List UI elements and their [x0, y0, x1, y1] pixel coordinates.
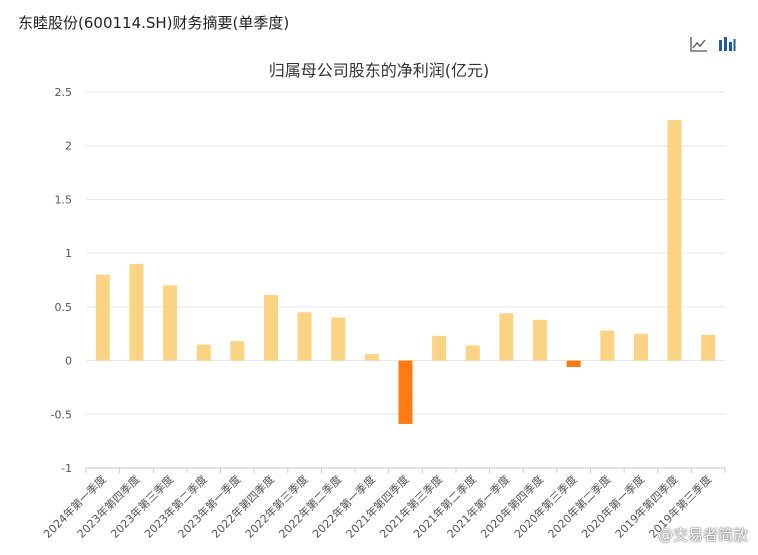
bar[interactable]	[499, 313, 514, 361]
bar[interactable]	[95, 274, 110, 361]
grid-lines	[86, 91, 725, 469]
bar[interactable]	[163, 285, 178, 361]
y-tick-label: 0.5	[55, 301, 73, 314]
y-axis-ticks: -1 -0.5 0 0.5 1 1.5 2 2.5	[51, 86, 72, 475]
page-title: 东睦股份(600114.SH)财务摘要(单季度)	[18, 14, 290, 32]
chart-area: 归属母公司股东的净利润(亿元) -1 -0.5 0 0.5 1 1.5 2 2.5 2024年…	[0, 50, 758, 551]
bar[interactable]	[667, 119, 682, 361]
bar[interactable]	[398, 360, 413, 424]
y-tick-label: 1	[65, 247, 72, 260]
bar-chart-icon[interactable]	[718, 36, 736, 52]
y-tick-label: -1	[61, 462, 72, 475]
y-tick-label: 1.5	[55, 193, 73, 206]
y-tick-label: 2.5	[55, 86, 73, 99]
bar[interactable]	[566, 360, 581, 368]
watermark: @交易者简放	[657, 526, 748, 544]
y-tick-label: 0	[65, 355, 72, 368]
line-chart-icon[interactable]	[690, 36, 708, 52]
y-tick-label: -0.5	[51, 408, 72, 421]
bar[interactable]	[701, 334, 716, 361]
chart-title: 归属母公司股东的净利润(亿元)	[269, 61, 490, 80]
bar[interactable]	[129, 263, 144, 361]
bar[interactable]	[230, 341, 245, 361]
bar[interactable]	[633, 333, 648, 361]
bars	[95, 119, 716, 424]
bar[interactable]	[465, 345, 480, 361]
bar[interactable]	[533, 319, 548, 361]
bar[interactable]	[196, 344, 211, 361]
bar[interactable]	[331, 317, 346, 361]
chart-type-toolbar	[690, 36, 736, 52]
bar[interactable]	[297, 312, 312, 361]
x-axis-ticks: 2024年第一季度2023年第四季度2023年第三季度2023年第二季度2023…	[40, 468, 726, 541]
bar[interactable]	[364, 354, 379, 361]
bar[interactable]	[263, 295, 278, 361]
net-profit-bar-chart: 归属母公司股东的净利润(亿元) -1 -0.5 0 0.5 1 1.5 2 2.5 2024年…	[40, 61, 726, 541]
bar[interactable]	[600, 330, 615, 361]
bar[interactable]	[432, 335, 447, 361]
y-tick-label: 2	[65, 140, 72, 153]
